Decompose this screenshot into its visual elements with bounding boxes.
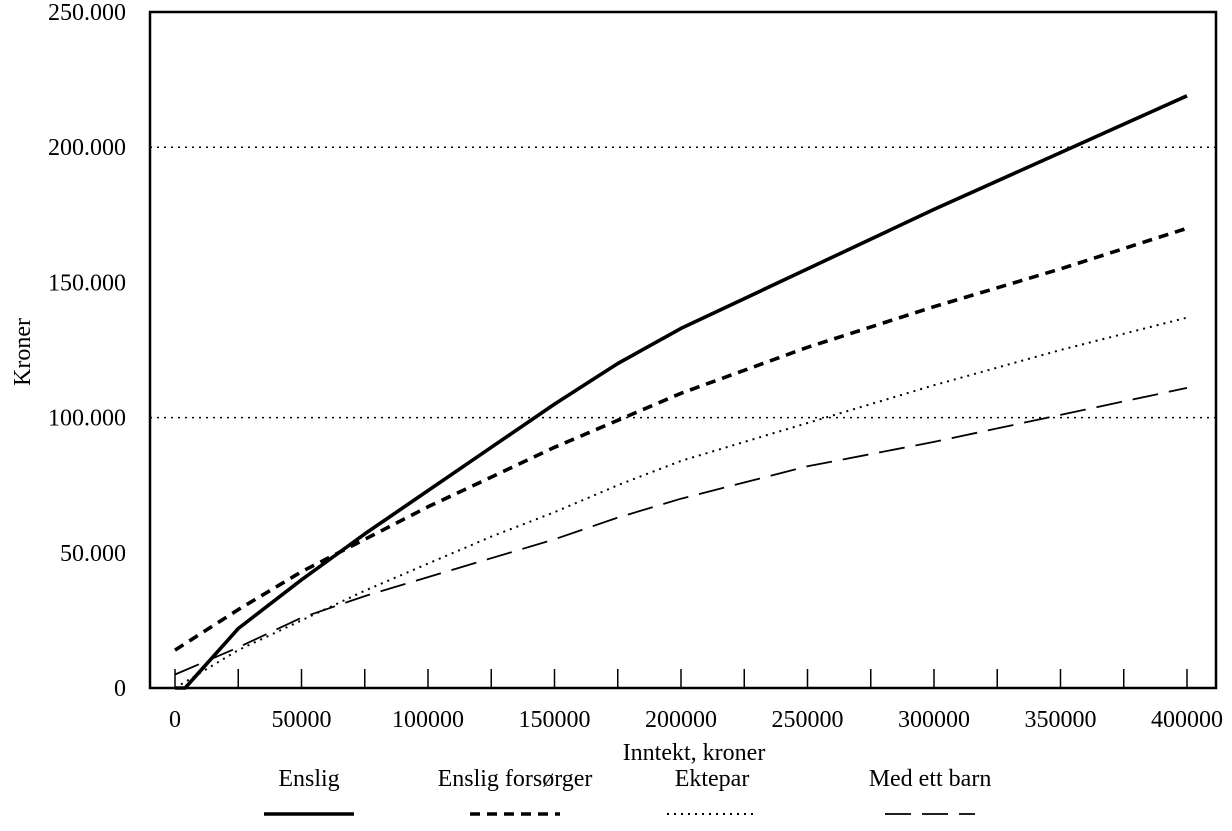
y-tick-label: 250.000: [48, 0, 126, 26]
legend-label: Med ett barn: [869, 766, 992, 792]
x-tick-label: 150000: [519, 707, 591, 733]
legend-item: Enslig forsørger: [438, 766, 593, 816]
y-tick-label: 50.000: [60, 541, 126, 567]
y-tick-label: 150.000: [48, 270, 126, 296]
x-tick-label: 400000: [1151, 707, 1223, 733]
series-line-ektepar: [174, 316, 1188, 689]
series-line-med-ett-barn: [174, 387, 1188, 676]
legend-label: Ektepar: [675, 766, 750, 792]
y-tick-label: 100.000: [48, 406, 126, 432]
series-line-enslig: [175, 94, 1188, 690]
x-tick-label: 100000: [392, 707, 464, 733]
x-axis-title: Inntekt, kroner: [623, 740, 766, 766]
legend: Enslig Enslig forsørger Ektepar Med ett bar…: [264, 766, 992, 816]
y-tick-label: 0: [114, 676, 126, 702]
legend-label: Enslig forsørger: [438, 766, 593, 792]
x-tick-label: 250000: [772, 707, 844, 733]
series-line-enslig-fors-rger: [174, 226, 1188, 652]
x-tick-label: 50000: [272, 707, 332, 733]
series-lines: [174, 94, 1188, 690]
legend-item: Med ett barn: [869, 766, 992, 815]
x-tick-label: 0: [169, 707, 181, 733]
x-tick-label: 300000: [898, 707, 970, 733]
x-axis: 0 50000 100000 150000 200000 250000 300000 3500…: [169, 669, 1223, 733]
y-tick-label: 200.000: [48, 135, 126, 161]
legend-item: Ektepar: [667, 766, 757, 815]
legend-label: Enslig: [278, 766, 339, 792]
y-axis: 0 50.000 100.000 150.000 200.000 250.000: [48, 0, 126, 702]
plot-frame: [148, 10, 1218, 690]
reference-lines: [150, 146, 1216, 419]
legend-item: Enslig: [264, 766, 354, 816]
x-tick-label: 350000: [1025, 707, 1097, 733]
y-axis-title: Kroner: [10, 318, 36, 386]
x-tick-label: 200000: [645, 707, 717, 733]
